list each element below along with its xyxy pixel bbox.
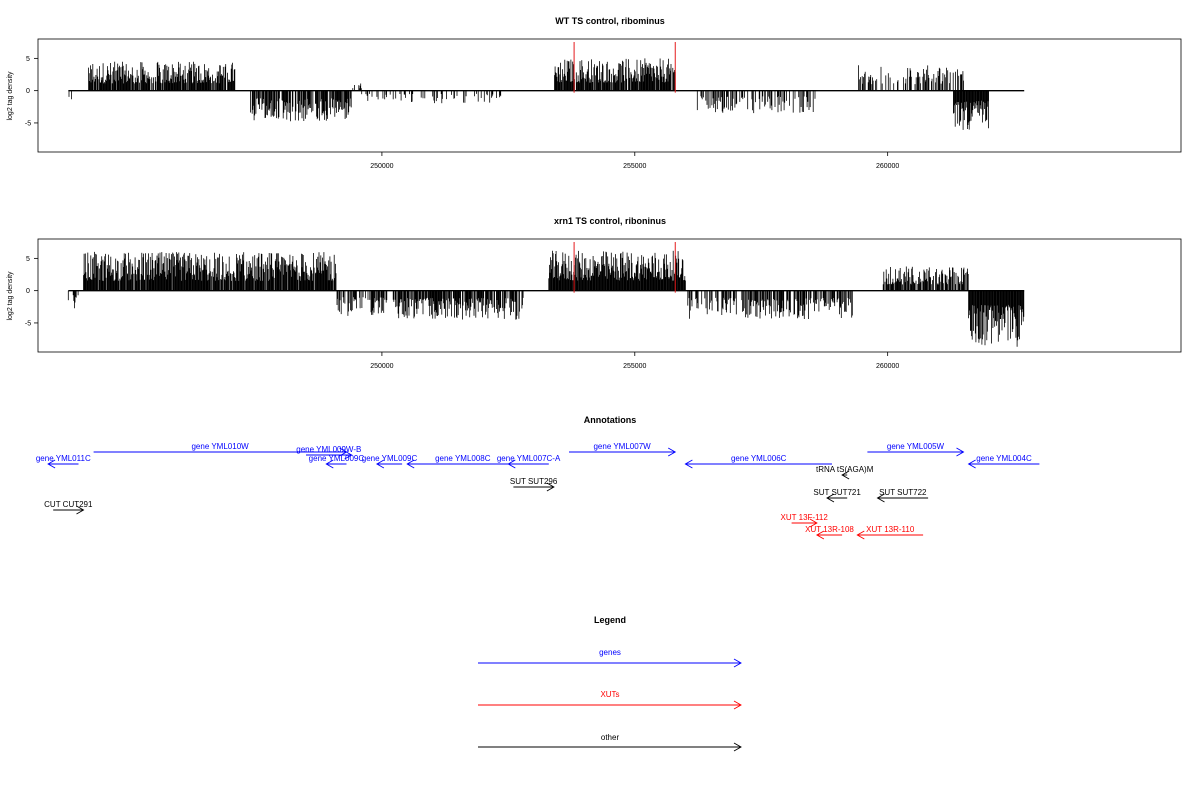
panel-wt-bars <box>68 42 1025 130</box>
y-tick-label: 0 <box>26 88 30 95</box>
panel-wt-ylabel: log2 tag density <box>7 71 14 121</box>
annotation-label: gene YML004C <box>976 454 1032 463</box>
legend-label-xuts: XUTs <box>600 690 619 699</box>
annotation-label: gene YML009C <box>362 454 418 463</box>
annotation-label: gene YML009W-B <box>296 445 361 454</box>
x-tick-label: 255000 <box>623 363 646 370</box>
panel-xrn1-ylabel: log2 tag density <box>7 271 14 321</box>
panel-xrn1: xrn1 TS control, riboninus log2 tag dens… <box>7 216 1182 370</box>
y-tick-label: -5 <box>25 120 31 127</box>
annotation-arrowhead <box>826 493 835 503</box>
y-tick-label: 5 <box>26 56 30 63</box>
annotation-arrowhead <box>375 459 385 469</box>
annotation-feature: CUT CUT291 <box>44 500 93 515</box>
legend-arrowhead-genes <box>733 658 742 668</box>
annotation-feature: gene YML009C <box>362 454 418 469</box>
annotation-label: gene YML005W <box>887 442 945 451</box>
annotation-arrowhead <box>956 447 965 457</box>
legend-title: Legend <box>594 615 626 625</box>
annotation-feature: gene YML004C <box>967 454 1040 469</box>
annotation-arrowhead <box>546 482 555 492</box>
x-tick-label: 250000 <box>370 163 393 170</box>
annotation-feature: XUT 13R-108 <box>805 525 854 540</box>
annotation-arrowhead <box>967 459 976 469</box>
annotation-arrowhead <box>876 493 885 503</box>
annotation-label: gene YML011C <box>36 454 91 463</box>
annotation-label: tRNA tS(AGA)M <box>816 465 874 474</box>
legend-item-genes: genes <box>478 648 742 668</box>
annotation-feature: gene YML006C <box>684 454 832 469</box>
annotation-arrowhead <box>325 459 334 469</box>
panel-wt-axes: 250000 255000 260000 -5 0 5 <box>25 56 900 170</box>
x-tick-label: 260000 <box>876 163 899 170</box>
annotation-feature: gene YML007W <box>569 442 677 457</box>
annotation-label: gene YML010W <box>191 442 249 451</box>
legend-item-other: other <box>478 733 742 752</box>
annotation-feature: gene YML011C <box>36 454 91 469</box>
annotation-label: gene YML007W <box>593 442 651 451</box>
annotation-arrowhead <box>76 505 85 515</box>
y-tick-label: -5 <box>25 320 31 327</box>
annotation-arrowhead <box>815 530 825 540</box>
annotation-label: gene YML007C-A <box>497 454 561 463</box>
annotation-arrowhead <box>507 459 516 469</box>
legend-label-genes: genes <box>599 648 621 657</box>
panel-xrn1-title: xrn1 TS control, riboninus <box>554 216 666 226</box>
annotation-label: XUT 13R-110 <box>866 525 915 534</box>
legend-label-other: other <box>601 733 620 742</box>
annotation-arrowhead <box>684 459 693 469</box>
annotation-label: XUT 13R-108 <box>805 525 854 534</box>
annotation-label: gene YML009C <box>309 454 365 463</box>
annotation-arrowhead <box>344 450 353 460</box>
annotation-feature: SUT SUT721 <box>813 488 861 503</box>
annotation-arrowhead <box>841 470 850 480</box>
legend-arrowhead-other <box>733 742 742 752</box>
annotation-feature: SUT SUT296 <box>510 477 558 492</box>
annotation-label: XUT 13F-112 <box>781 513 829 522</box>
panel-wt-frame <box>37 38 1182 153</box>
annotation-feature: tRNA tS(AGA)M <box>816 465 874 480</box>
legend-item-xuts: XUTs <box>478 690 742 710</box>
annotation-feature: gene YML007C-A <box>497 454 561 469</box>
x-tick-label: 255000 <box>623 163 646 170</box>
x-tick-label: 260000 <box>876 363 899 370</box>
panel-xrn1-axes: 250000 255000 260000 -5 0 5 <box>25 256 900 370</box>
panel-wt: WT TS control, ribominus log2 tag densit… <box>7 16 1182 170</box>
annotation-label: CUT CUT291 <box>44 500 93 509</box>
annotation-feature: gene YML008C <box>406 454 519 469</box>
annotations-title: Annotations <box>584 415 637 425</box>
panel-wt-title: WT TS control, ribominus <box>555 16 665 26</box>
y-tick-label: 5 <box>26 256 30 263</box>
annotation-feature: gene YML005W <box>867 442 965 457</box>
annotation-arrowhead <box>667 447 677 457</box>
annotation-label: gene YML006C <box>731 454 787 463</box>
annotation-feature: XUT 13F-112 <box>781 513 829 528</box>
annotation-label: SUT SUT296 <box>510 477 558 486</box>
annotation-feature: gene YML009C <box>309 454 365 469</box>
annotation-feature: gene YML009W-B <box>296 445 361 460</box>
annotation-arrowhead <box>47 459 56 469</box>
annotation-arrowhead <box>406 459 415 469</box>
annotation-feature: XUT 13R-110 <box>856 525 924 540</box>
x-tick-label: 250000 <box>370 363 393 370</box>
annotation-feature: SUT SUT722 <box>876 488 929 503</box>
annotation-arrowhead <box>809 518 818 528</box>
annotation-label: SUT SUT721 <box>813 488 861 497</box>
legend-arrowhead-xuts <box>733 700 742 710</box>
annotation-label: SUT SUT722 <box>879 488 927 497</box>
y-tick-label: 0 <box>26 288 30 295</box>
panel-xrn1-bars <box>67 242 1025 347</box>
annotation-label: gene YML008C <box>435 454 491 463</box>
panel-xrn1-frame <box>37 238 1182 353</box>
annotation-arrowhead <box>856 530 865 540</box>
